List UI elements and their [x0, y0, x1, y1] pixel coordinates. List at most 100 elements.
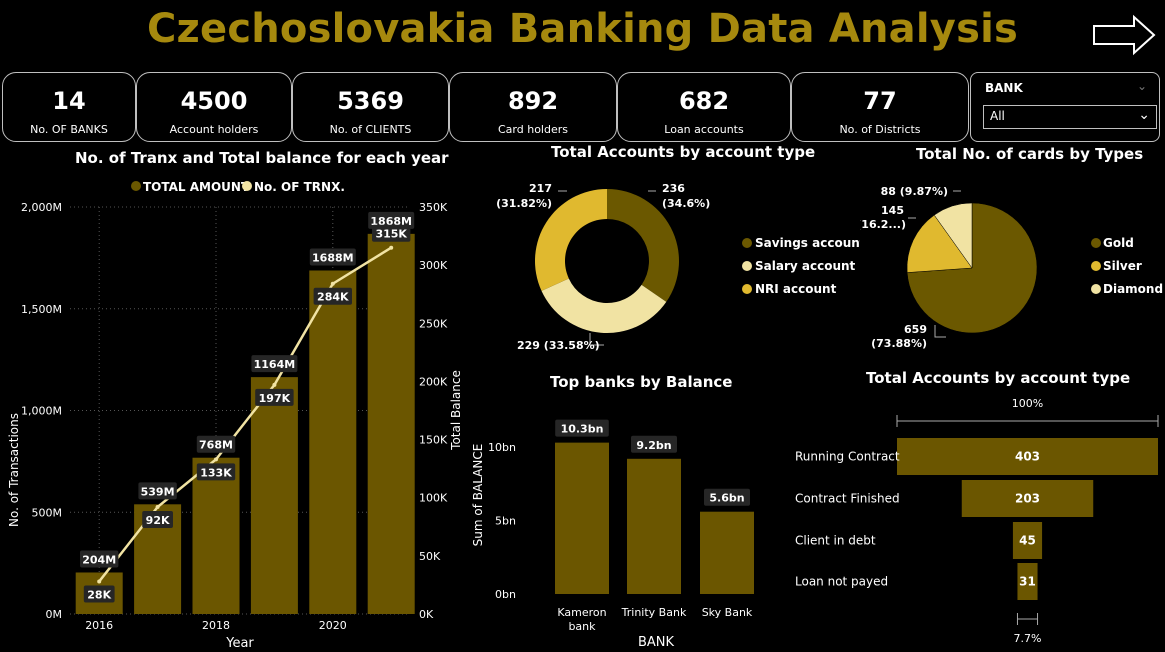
kpi-card-loan-accounts: 682 Loan accounts	[617, 72, 791, 142]
bar-data-label: 1164M	[254, 358, 296, 371]
bar-data-label-bg	[80, 550, 119, 568]
legend-item: Silver	[1103, 259, 1142, 273]
line-data-label: 133K	[200, 466, 232, 479]
line-point[interactable]	[214, 457, 218, 462]
bar-data-label-bg	[138, 482, 177, 500]
y-tick-label: 2,000M	[21, 201, 62, 214]
legend-item: NRI account	[755, 282, 837, 296]
bar-total-amount[interactable]	[309, 270, 357, 614]
donut-slice[interactable]	[607, 189, 679, 302]
line-point[interactable]	[155, 505, 160, 510]
donut-slice[interactable]	[541, 278, 667, 333]
funnel-category-label: Client in debt	[795, 534, 876, 548]
y-tick-label: 1,000M	[21, 405, 62, 418]
funnel-category-label: Loan not payed	[795, 575, 888, 589]
y2-tick-label: 350K	[419, 201, 448, 214]
slice-data-label: 88 (9.87%)	[881, 185, 948, 198]
chart-title-cards: Total No. of cards by Types	[916, 145, 1144, 163]
y2-tick-label: 0K	[419, 608, 434, 621]
legend-item: Gold	[1103, 236, 1134, 250]
bar-total-amount[interactable]	[192, 457, 240, 614]
funnel-bar[interactable]	[1017, 563, 1038, 600]
y2-tick-label: 150K	[419, 434, 448, 447]
y2-tick-label: 100K	[419, 492, 448, 505]
bank-bar[interactable]	[555, 442, 609, 594]
y2-axis-label: Total Balance	[449, 370, 463, 451]
x-tick-label: Sky Bank	[702, 606, 753, 619]
donut-slice[interactable]	[535, 189, 607, 291]
bar-data-label-bg	[555, 419, 609, 437]
y-tick-label: 0bn	[495, 588, 516, 601]
pie-slice[interactable]	[933, 202, 973, 269]
kpi-card-banks: 14 No. OF BANKS	[2, 72, 136, 142]
leader-line	[589, 333, 604, 346]
line-point[interactable]	[330, 281, 335, 286]
bank-dropdown[interactable]: All ⌄	[983, 105, 1157, 129]
kpi-card-card-holders: 892 Card holders	[449, 72, 617, 142]
x-tick-label: 2016	[85, 619, 113, 632]
next-page-arrow-icon[interactable]	[1090, 14, 1158, 56]
bar-data-label-bg	[251, 355, 298, 373]
x-axis-label: BANK	[638, 635, 675, 650]
line-data-label-bg	[313, 287, 352, 305]
x-tick-label: Kameron	[557, 606, 606, 619]
bar-data-label-bg	[368, 211, 415, 229]
line-data-label-bg	[196, 463, 236, 481]
line-point[interactable]	[389, 245, 394, 250]
slice-data-label: 659	[904, 323, 927, 336]
kpi-value: 892	[507, 87, 559, 115]
slice-data-label: (34.6%)	[662, 197, 710, 210]
bar-data-label-bg	[196, 435, 236, 453]
kpi-value: 4500	[180, 87, 248, 115]
dropdown-value: All	[990, 109, 1005, 123]
legend-marker	[742, 238, 752, 248]
bar-total-amount[interactable]	[367, 233, 415, 614]
legend-total-amount: TOTAL AMOUNT	[143, 180, 250, 194]
bar-total-amount[interactable]	[250, 377, 298, 614]
y-tick-label: 0M	[46, 608, 63, 621]
x-tick-label: bank	[568, 620, 596, 633]
bar-data-label: 9.2bn	[636, 439, 671, 452]
chevron-down-icon[interactable]: ⌄	[1138, 107, 1150, 123]
funnel-category-label: Contract Finished	[795, 492, 900, 506]
kpi-label: Card holders	[498, 123, 568, 136]
line-data-label-bg	[372, 224, 411, 242]
funnel-bar[interactable]	[897, 438, 1158, 475]
x-tick-label: Trinity Bank	[621, 606, 687, 619]
bank-bar[interactable]	[700, 511, 754, 594]
bank-slicer: BANK ⌄ All ⌄	[970, 72, 1160, 142]
legend-no-of-trnx: No. OF TRNX.	[254, 180, 345, 194]
x-axis-label: Year	[225, 636, 254, 651]
funnel-top-percent: 100%	[1012, 397, 1043, 410]
bank-bar[interactable]	[627, 458, 681, 594]
slice-data-label: 217	[529, 182, 552, 195]
slice-data-label: (16.2...)	[860, 218, 906, 231]
bar-data-label: 1688M	[312, 251, 354, 264]
y2-tick-label: 50K	[419, 550, 441, 563]
legend-marker	[1091, 261, 1101, 271]
leader-line	[934, 325, 946, 338]
y-axis-label: Sum of BALANCE	[471, 444, 485, 547]
y-axis-label: No. of Transactions	[7, 413, 21, 527]
y2-tick-label: 250K	[419, 317, 448, 330]
funnel-bar[interactable]	[1012, 522, 1043, 559]
legend-item: Savings account	[755, 236, 860, 250]
pie-slice[interactable]	[906, 214, 973, 273]
bar-data-label: 5.6bn	[709, 492, 744, 505]
funnel-value-label: 403	[1015, 450, 1040, 464]
kpi-label: No. of CLIENTS	[329, 123, 412, 136]
tranx-balance-combo-chart: TOTAL AMOUNT No. OF TRNX. 0M 500M 1,000M 1,…	[7, 180, 463, 651]
funnel-bar[interactable]	[961, 480, 1094, 517]
kpi-value: 5369	[337, 87, 404, 115]
line-point[interactable]	[97, 579, 102, 584]
bar-data-label: 768M	[199, 439, 233, 452]
bar-data-label-bg	[631, 435, 677, 453]
chart-title-banks: Top banks by Balance	[550, 373, 733, 391]
legend-item: Diamond	[1103, 282, 1163, 296]
slice-data-label: (31.82%)	[496, 197, 552, 210]
line-point[interactable]	[272, 382, 277, 387]
kpi-value: 77	[863, 87, 897, 115]
x-tick-label: 2020	[319, 619, 347, 632]
chevron-down-icon[interactable]: ⌄	[1136, 79, 1147, 93]
